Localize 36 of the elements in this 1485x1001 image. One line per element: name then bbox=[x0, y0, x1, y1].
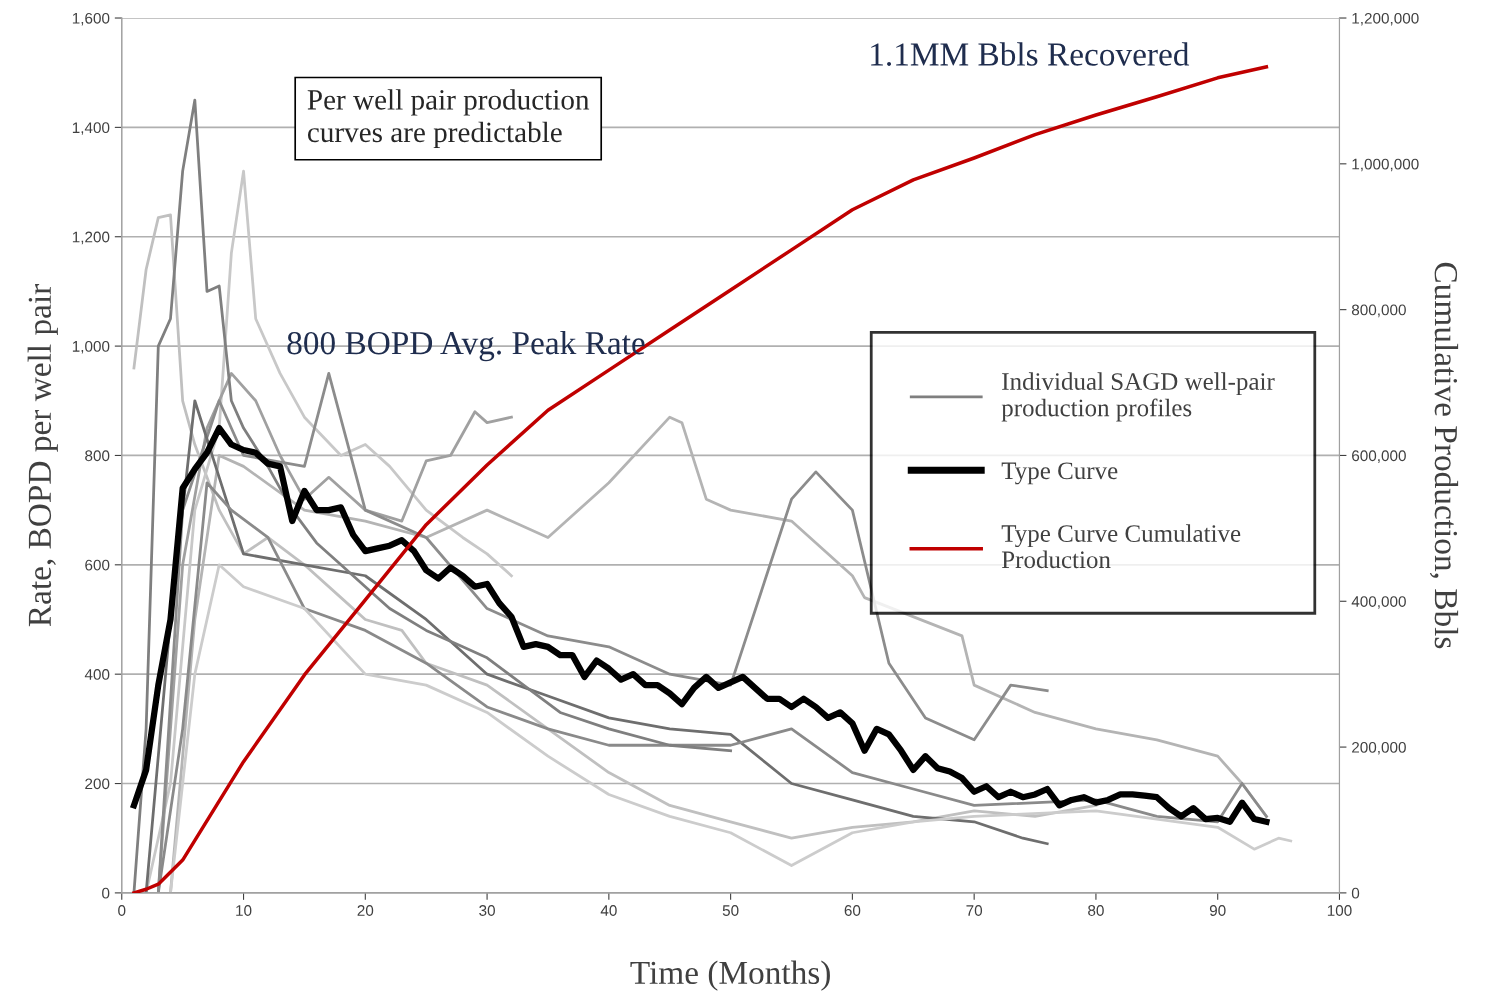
legend-label: Type Curve bbox=[1001, 462, 1118, 485]
legend-label: Individual SAGD well-pair production profiles bbox=[1001, 372, 1275, 422]
x-tick-label: 10 bbox=[236, 905, 252, 916]
y-tick-label: 200 bbox=[85, 778, 110, 790]
x-tick-label: 40 bbox=[600, 905, 617, 916]
y-tick-label: 600 bbox=[85, 559, 110, 571]
y-tick-label: 800 bbox=[85, 450, 110, 462]
annotation: Per well pair production curves are predictable bbox=[307, 89, 590, 149]
x-tick-label: 60 bbox=[844, 905, 861, 916]
y-tick-label: 1,600 bbox=[72, 12, 110, 26]
legend-label: Type Curve Cumulative Production bbox=[1001, 524, 1241, 569]
y-tick-label: 400 bbox=[84, 669, 110, 680]
y2-tick-label: 400,000 bbox=[1351, 596, 1406, 609]
y2-tick-label: 200,000 bbox=[1352, 741, 1406, 755]
x-tick-label: 100 bbox=[1327, 905, 1352, 916]
x-tick-label: 30 bbox=[479, 905, 495, 916]
x-tick-label: 0 bbox=[118, 905, 126, 916]
annotation: 1.1MM Bbls Recovered bbox=[871, 42, 1190, 66]
y-tick-label: 1,000 bbox=[72, 340, 110, 354]
y-tick-label: 1,200 bbox=[72, 231, 110, 245]
y-tick-label: 0 bbox=[102, 887, 110, 899]
x-tick-label: 20 bbox=[357, 905, 374, 916]
x-axis-title: Time (Months) bbox=[630, 960, 830, 991]
y-tick-label: 1,400 bbox=[72, 122, 110, 135]
x-tick-label: 70 bbox=[966, 905, 983, 916]
y2-tick-label: 600,000 bbox=[1352, 450, 1406, 463]
y2-tick-label: 0 bbox=[1351, 887, 1360, 899]
y-axis-title: Rate, BOPD per well pair bbox=[27, 284, 58, 627]
y2-tick-label: 1,200,000 bbox=[1352, 12, 1419, 26]
x-tick-label: 90 bbox=[1209, 905, 1226, 916]
y2-tick-label: 800,000 bbox=[1351, 304, 1406, 318]
annotation: 800 BOPD Avg. Peak Rate bbox=[287, 330, 645, 362]
x-tick-label: 50 bbox=[722, 905, 739, 916]
x-tick-label: 80 bbox=[1088, 905, 1104, 916]
y2-axis-title: Cumulative Production, Bbls bbox=[1429, 262, 1459, 649]
y2-tick-label: 1,000,000 bbox=[1352, 158, 1419, 172]
